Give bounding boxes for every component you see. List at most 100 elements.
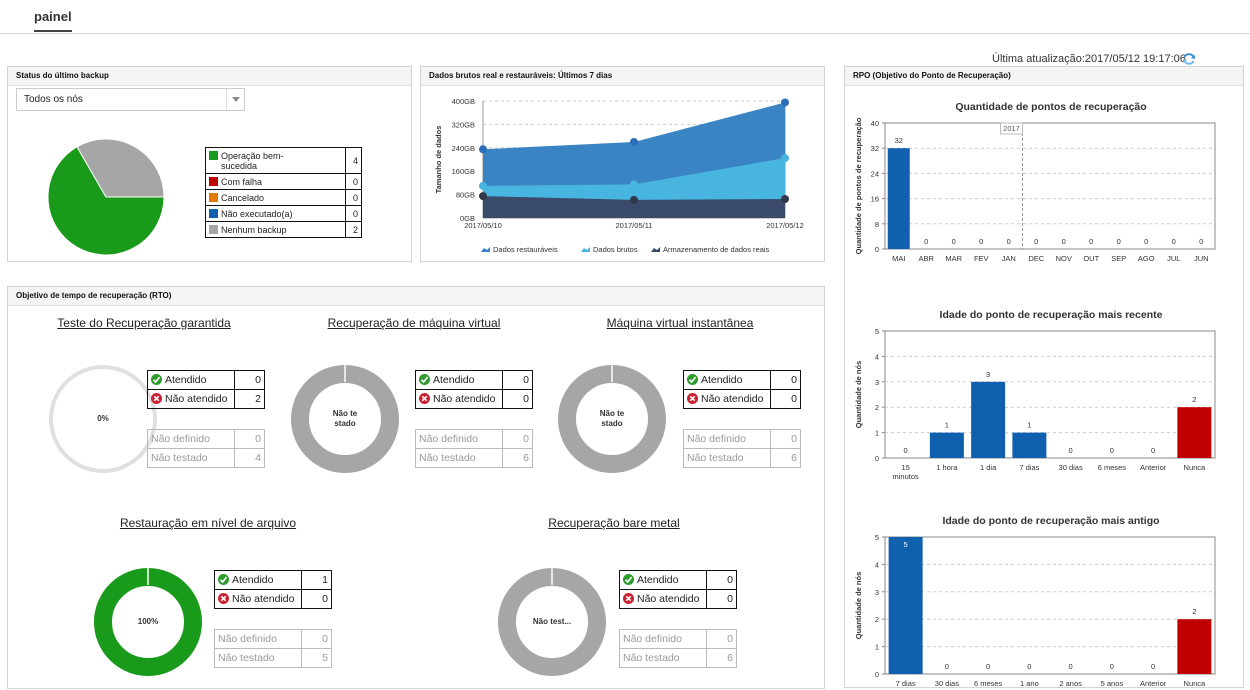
rto-card-title[interactable]: Restauração em nível de arquivo bbox=[119, 516, 297, 530]
tab-painel[interactable]: painel bbox=[34, 9, 72, 32]
data-point[interactable] bbox=[781, 98, 789, 107]
rto-row-label: Não testado bbox=[214, 648, 302, 668]
x-tick-label: AGO bbox=[1138, 254, 1155, 263]
data-label: 2 bbox=[1192, 607, 1196, 616]
x-tick-label: 5 anos bbox=[1101, 679, 1124, 688]
node-filter-select[interactable]: Todos os nós bbox=[16, 88, 245, 111]
data-label: 0 bbox=[1151, 662, 1155, 671]
donut-center-label: 100% bbox=[137, 617, 159, 626]
rto-donut: Não test... bbox=[498, 567, 606, 676]
rto-row: Não atendido 0 bbox=[214, 589, 332, 609]
legend-value: 2 bbox=[345, 221, 362, 238]
bar[interactable] bbox=[888, 537, 923, 674]
data-label: 1 bbox=[1027, 421, 1031, 430]
y-tick-label: 1 bbox=[875, 643, 879, 652]
y-tick-label: 2 bbox=[875, 615, 879, 624]
rto-row-label: Não atendido bbox=[214, 589, 302, 609]
data-point[interactable] bbox=[479, 192, 487, 201]
legend-swatch bbox=[209, 208, 218, 218]
data-label: 2 bbox=[1192, 395, 1196, 404]
rto-other-table: Não definido 0 Não testado 4 bbox=[147, 429, 265, 468]
data-point[interactable] bbox=[479, 145, 487, 154]
rto-row-value: 0 bbox=[234, 370, 265, 390]
data-point[interactable] bbox=[630, 137, 638, 146]
legend-swatch bbox=[651, 247, 660, 252]
data-point[interactable] bbox=[781, 154, 789, 163]
data-point[interactable] bbox=[630, 180, 638, 189]
rto-card-title[interactable]: Recuperação de máquina virtual bbox=[327, 316, 501, 330]
bar[interactable] bbox=[1177, 619, 1212, 674]
rto-status-table: Atendido 0 Não atendido 0 bbox=[683, 370, 801, 409]
y-axis-label: Quantidade de pontos de recuperação bbox=[854, 117, 863, 254]
refresh-icon[interactable] bbox=[1182, 52, 1196, 66]
y-axis-label: Tamanho de dados bbox=[434, 126, 443, 194]
panel-title: RPO (Objetivo do Ponto de Recuperação) bbox=[845, 67, 1243, 86]
rto-row-value: 4 bbox=[234, 448, 265, 468]
x-tick-label: MAR bbox=[945, 254, 962, 263]
rto-row-value: 0 bbox=[502, 389, 533, 409]
x-tick-label: Nunca bbox=[1184, 679, 1207, 688]
rto-card-title[interactable]: Recuperação bare metal bbox=[548, 516, 680, 530]
x-tick-label: MAI bbox=[892, 254, 905, 263]
chevron-down-icon[interactable] bbox=[226, 89, 244, 110]
node-filter-value: Todos os nós bbox=[24, 94, 83, 105]
data-point[interactable] bbox=[479, 181, 487, 190]
check-circle-icon bbox=[218, 574, 229, 585]
rto-row-label: Atendido bbox=[214, 570, 302, 590]
x-tick-label: 2017/05/11 bbox=[616, 221, 653, 230]
x-tick-label: 2017/05/10 bbox=[464, 221, 502, 230]
data-point[interactable] bbox=[781, 194, 789, 203]
legend-label: Operação bem-​sucedida bbox=[205, 147, 346, 174]
rto-row-value: 0 bbox=[301, 589, 332, 609]
pie-slice[interactable] bbox=[76, 138, 165, 198]
x-circle-icon bbox=[687, 393, 698, 404]
rto-row-label: Não atendido bbox=[619, 589, 707, 609]
x-tick-label: 15 bbox=[901, 463, 909, 472]
rto-row: Não definido 0 bbox=[147, 429, 265, 449]
x-tick-label: 1 dia bbox=[980, 463, 997, 472]
data-label: 0 bbox=[1007, 237, 1011, 246]
rto-other-table: Não definido 0 Não testado 6 bbox=[415, 429, 533, 468]
y-tick-label: 8 bbox=[875, 220, 879, 229]
rto-row-label: Atendido bbox=[147, 370, 235, 390]
rto-card-title[interactable]: Máquina virtual instantânea bbox=[606, 316, 754, 330]
pie-slice[interactable] bbox=[47, 146, 165, 256]
rto-card-title[interactable]: Teste do Recuperação garantida bbox=[57, 316, 231, 330]
x-tick-label: 2 anos bbox=[1059, 679, 1082, 688]
bar[interactable] bbox=[1012, 432, 1047, 458]
y-tick-label: 400GB bbox=[452, 97, 475, 106]
donut-center-label: Não testado bbox=[599, 409, 625, 428]
x-tick-label: 6 meses bbox=[1098, 463, 1127, 472]
rto-row-value: 0 bbox=[502, 370, 533, 390]
last-update-text: Última atualização:2017/05/12 19:17:06 bbox=[992, 53, 1186, 65]
x-tick-label: 30 dias bbox=[1059, 463, 1083, 472]
y-tick-label: 32 bbox=[871, 144, 879, 153]
bar[interactable] bbox=[971, 381, 1006, 458]
area-series bbox=[483, 196, 785, 218]
legend-value: 0 bbox=[345, 205, 362, 222]
rto-row: Não testado 5 bbox=[214, 648, 332, 668]
rto-status-table: Atendido 0 Não atendido 2 bbox=[147, 370, 265, 409]
donut-center-label: Não test... bbox=[532, 617, 572, 626]
rto-row-label: Não atendido bbox=[683, 389, 771, 409]
data-label: 0 bbox=[924, 237, 928, 246]
y-tick-label: 1 bbox=[875, 429, 879, 438]
rto-row-label: Não definido bbox=[683, 429, 771, 449]
x-tick-label: 6 meses bbox=[974, 679, 1003, 688]
bar[interactable] bbox=[1177, 407, 1212, 458]
chart-title: Quantidade de pontos de recuperação bbox=[955, 101, 1147, 113]
data-label: 32 bbox=[895, 136, 903, 145]
x-tick-label: 2017/05/12 bbox=[766, 221, 804, 230]
bar[interactable] bbox=[887, 148, 910, 249]
x-circle-icon bbox=[419, 393, 430, 404]
rto-row-label: Não testado bbox=[683, 448, 771, 468]
check-circle-icon bbox=[419, 374, 430, 385]
rto-donut: 0% bbox=[49, 365, 157, 473]
rto-row: Não atendido 0 bbox=[619, 589, 737, 609]
y-tick-label: 3 bbox=[875, 588, 879, 597]
rto-row-value: 6 bbox=[706, 648, 737, 668]
x-tick-label: minutos bbox=[892, 472, 919, 481]
bar[interactable] bbox=[929, 432, 964, 458]
rto-row-label: Não definido bbox=[214, 629, 302, 649]
data-point[interactable] bbox=[630, 195, 638, 204]
